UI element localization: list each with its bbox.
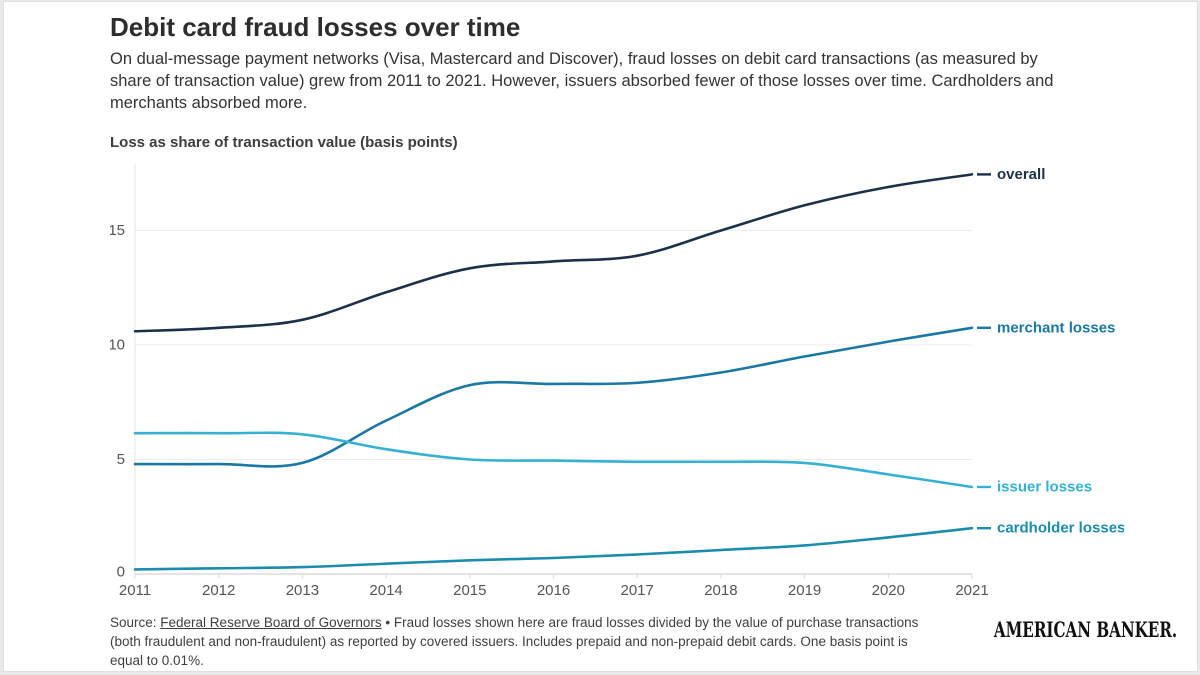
series-label-issuer-losses: issuer losses [997, 478, 1092, 495]
source-text: Fraud losses shown here are fraud losses… [110, 615, 919, 668]
x-tick-label-2015: 2015 [453, 582, 486, 599]
x-tick-label-2012: 2012 [202, 582, 235, 599]
series-label-overall: overall [997, 166, 1045, 183]
y-tick-label-5: 5 [117, 451, 125, 468]
source-prefix: Source: [110, 615, 161, 630]
source-note: AMERICAN BANKER. Source: Federal Reserve… [110, 613, 1178, 670]
series-label-merchant-losses: merchant losses [997, 319, 1115, 336]
series-label-cardholder-losses: cardholder losses [997, 520, 1124, 537]
x-tick-label-2014: 2014 [369, 582, 402, 599]
x-tick-label-2011: 2011 [119, 582, 151, 599]
y-tick-label-10: 10 [110, 337, 125, 354]
chart-description: On dual-message payment networks (Visa, … [110, 50, 1054, 112]
x-tick-label-2021: 2021 [955, 582, 988, 599]
line-chart: 0 5 10 15 2011 2012 2013 2014 2015 2016 2017 2018 20… [108, 158, 1125, 620]
american-banker-logo: AMERICAN BANKER. [993, 617, 1178, 642]
y-tick-label-15: 15 [110, 222, 125, 239]
series-line-merchant-losses [133, 326, 974, 468]
y-tick-label-0: 0 [117, 564, 125, 581]
y-axis-caption: Loss as share of transaction value (basi… [110, 134, 458, 151]
x-tick-label-2016: 2016 [537, 582, 570, 599]
page-title: Debit card fraud losses over time [110, 12, 521, 42]
series-line-issuer-losses [133, 431, 974, 489]
line-chart-canvas: 0 5 10 15 2011 2012 2013 2014 2015 2016 2017 2018 20… [108, 164, 1125, 599]
source-separator: • [381, 615, 394, 630]
x-tick-label-2017: 2017 [621, 582, 654, 599]
chart-card: Debit card fraud losses over time On dua… [3, 1, 1198, 672]
series-line-cardholder-losses [133, 526, 974, 571]
x-tick-label-2013: 2013 [286, 582, 319, 599]
x-tick-label-2018: 2018 [704, 582, 737, 599]
x-tick-label-2019: 2019 [788, 582, 821, 599]
x-tick-label-2020: 2020 [872, 582, 905, 599]
series-line-overall [133, 173, 974, 333]
source-link[interactable]: Federal Reserve Board of Governors [160, 615, 382, 630]
